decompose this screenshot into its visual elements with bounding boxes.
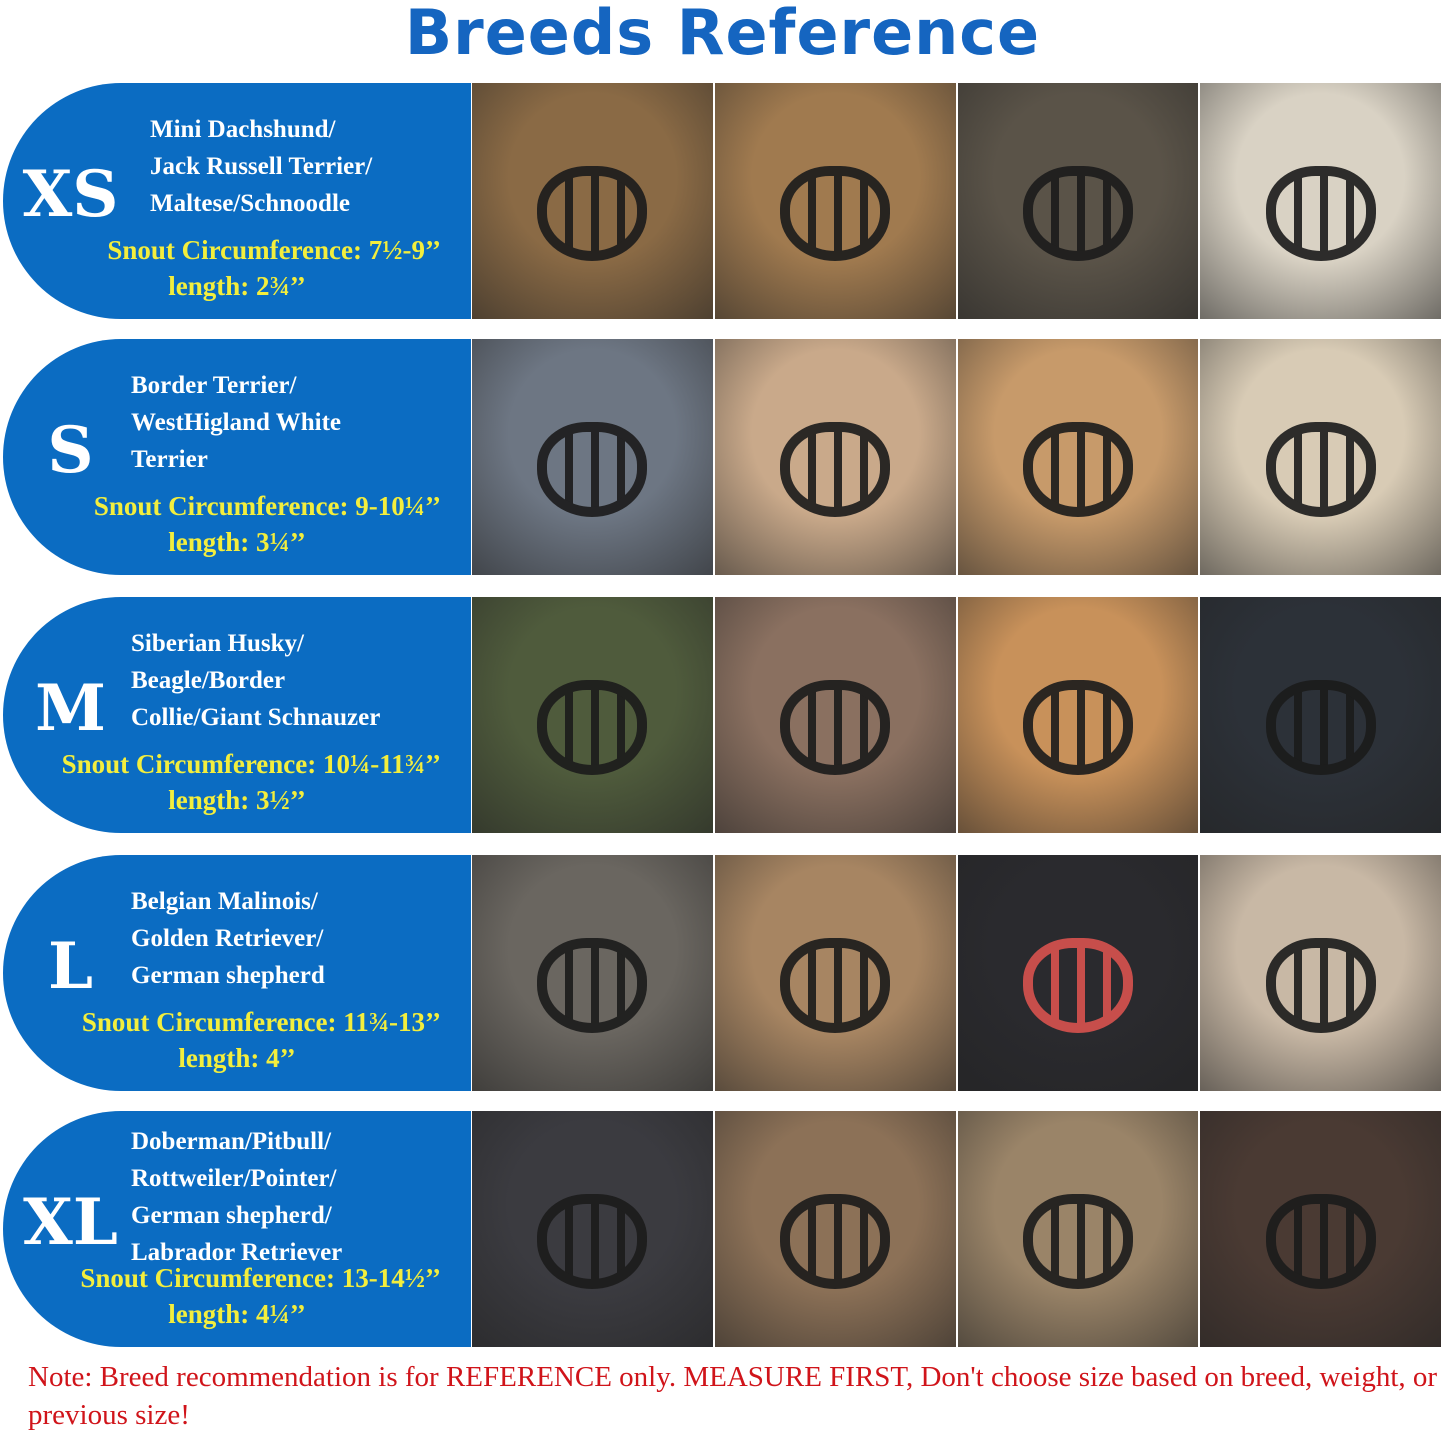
muzzle-icon (1265, 679, 1376, 775)
snout-length: length: 3½’’ (168, 785, 306, 815)
muzzle-icon (537, 165, 648, 261)
dog-photo (714, 1111, 956, 1347)
breed-list: Siberian Husky/Beagle/Border Collie/Giant… (131, 625, 380, 736)
muzzle-icon (1022, 679, 1133, 775)
photo-strip (472, 855, 1441, 1091)
dog-photo (714, 597, 956, 833)
dog-photo (472, 339, 713, 575)
snout-length: length: 3¼’’ (168, 527, 306, 557)
dog-photo (1200, 1111, 1441, 1347)
size-row-s: S Border Terrier/WestHigland White Terrie… (3, 339, 1441, 575)
breed-line: Maltese/Schnoodle (150, 190, 350, 217)
muzzle-icon (537, 679, 648, 775)
breed-list: Border Terrier/WestHigland White Terrier (131, 367, 341, 478)
breed-line: Rottweiler/Pointer/ (131, 1165, 337, 1192)
dog-photo (714, 83, 956, 319)
dog-photo (472, 855, 713, 1091)
breed-line: Mini Dachshund/ (150, 116, 336, 143)
breed-line: Belgian Malinois/ (131, 888, 318, 915)
size-banner: XL Doberman/Pitbull/Rottweiler/Pointer/G… (3, 1111, 471, 1347)
breed-list: Doberman/Pitbull/Rottweiler/Pointer/Germ… (131, 1123, 342, 1271)
snout-circumference: Snout Circumference: 13-14½’’ (80, 1263, 441, 1293)
breed-line: Labrador Retriever (131, 1239, 343, 1266)
muzzle-icon (1022, 421, 1133, 517)
breed-line: WestHigland White (131, 409, 341, 436)
snout-circumference: Snout Circumference: 11¾-13’’ (81, 1007, 441, 1037)
muzzle-icon (780, 421, 891, 517)
dog-photo (957, 339, 1199, 575)
dog-photo (1200, 339, 1441, 575)
dog-photo (1200, 597, 1441, 833)
muzzle-icon (1265, 937, 1376, 1033)
size-banner: L Belgian Malinois/Golden Retriever/Germ… (3, 855, 471, 1091)
size-row-m: M Siberian Husky/Beagle/Border Collie/Gia… (3, 597, 1441, 833)
breed-line: German shepherd (131, 962, 325, 989)
dog-photo (957, 597, 1199, 833)
snout-circumference: Snout Circumference: 10¼-11¾’’ (61, 749, 441, 779)
snout-length: length: 2¾’’ (168, 271, 306, 301)
size-label: XS (22, 157, 119, 232)
size-row-l: L Belgian Malinois/Golden Retriever/Germ… (3, 855, 1441, 1091)
dog-photo (714, 855, 956, 1091)
dog-photo (957, 1111, 1199, 1347)
breed-line: Collie/Giant Schnauzer (131, 704, 381, 731)
muzzle-icon (537, 421, 648, 517)
muzzle-icon (780, 1193, 891, 1289)
muzzle-icon (1022, 165, 1133, 261)
snout-circumference: Snout Circumference: 7½-9’’ (107, 235, 441, 265)
page-title: Breeds Reference (404, 0, 1041, 69)
photo-strip (472, 83, 1441, 319)
breed-line: Siberian Husky/ (131, 630, 304, 657)
snout-circumference: Snout Circumference: 9-10¼’’ (93, 491, 441, 521)
dog-photo (1200, 855, 1441, 1091)
size-label: XL (23, 1185, 118, 1260)
size-label: S (47, 413, 94, 488)
muzzle-icon (1022, 1193, 1133, 1289)
breed-line: Border Terrier/ (131, 372, 297, 399)
dog-photo (472, 83, 713, 319)
dog-photo (472, 597, 713, 833)
breed-line: Beagle/Border (131, 667, 286, 694)
size-row-xl: XL Doberman/Pitbull/Rottweiler/Pointer/G… (3, 1111, 1441, 1347)
dog-photo (472, 1111, 713, 1347)
muzzle-icon (1022, 937, 1133, 1033)
size-row-xs: XS Mini Dachshund/Jack Russell Terrier/M… (3, 83, 1441, 319)
photo-strip (472, 1111, 1441, 1347)
breed-line: Doberman/Pitbull/ (131, 1128, 332, 1155)
dog-photo (714, 339, 956, 575)
photo-strip (472, 339, 1441, 575)
breed-line: Golden Retriever/ (131, 925, 324, 952)
snout-length: length: 4¼’’ (168, 1299, 306, 1329)
photo-strip (472, 597, 1441, 833)
muzzle-icon (1265, 421, 1376, 517)
muzzle-icon (537, 937, 648, 1033)
breed-line: German shepherd/ (131, 1202, 332, 1229)
dog-photo (957, 855, 1199, 1091)
breed-line: Jack Russell Terrier/ (150, 153, 373, 180)
dog-photo (1200, 83, 1441, 319)
sizing-note: Note: Breed recommendation is for REFERE… (28, 1361, 1438, 1431)
muzzle-icon (537, 1193, 648, 1289)
dog-photo (957, 83, 1199, 319)
size-banner: S Border Terrier/WestHigland White Terrie… (3, 339, 471, 575)
muzzle-icon (1265, 165, 1376, 261)
snout-length: length: 4’’ (178, 1043, 296, 1073)
breed-list: Belgian Malinois/Golden Retriever/German… (131, 883, 325, 994)
muzzle-icon (780, 679, 891, 775)
size-label: L (48, 929, 93, 1004)
size-label: M (35, 671, 106, 746)
size-banner: M Siberian Husky/Beagle/Border Collie/Gia… (3, 597, 471, 833)
muzzle-icon (780, 165, 891, 261)
breed-list: Mini Dachshund/Jack Russell Terrier/Malt… (150, 111, 372, 222)
size-banner: XS Mini Dachshund/Jack Russell Terrier/M… (3, 83, 471, 319)
muzzle-icon (1265, 1193, 1376, 1289)
muzzle-icon (780, 937, 891, 1033)
breed-line: Terrier (131, 446, 208, 473)
